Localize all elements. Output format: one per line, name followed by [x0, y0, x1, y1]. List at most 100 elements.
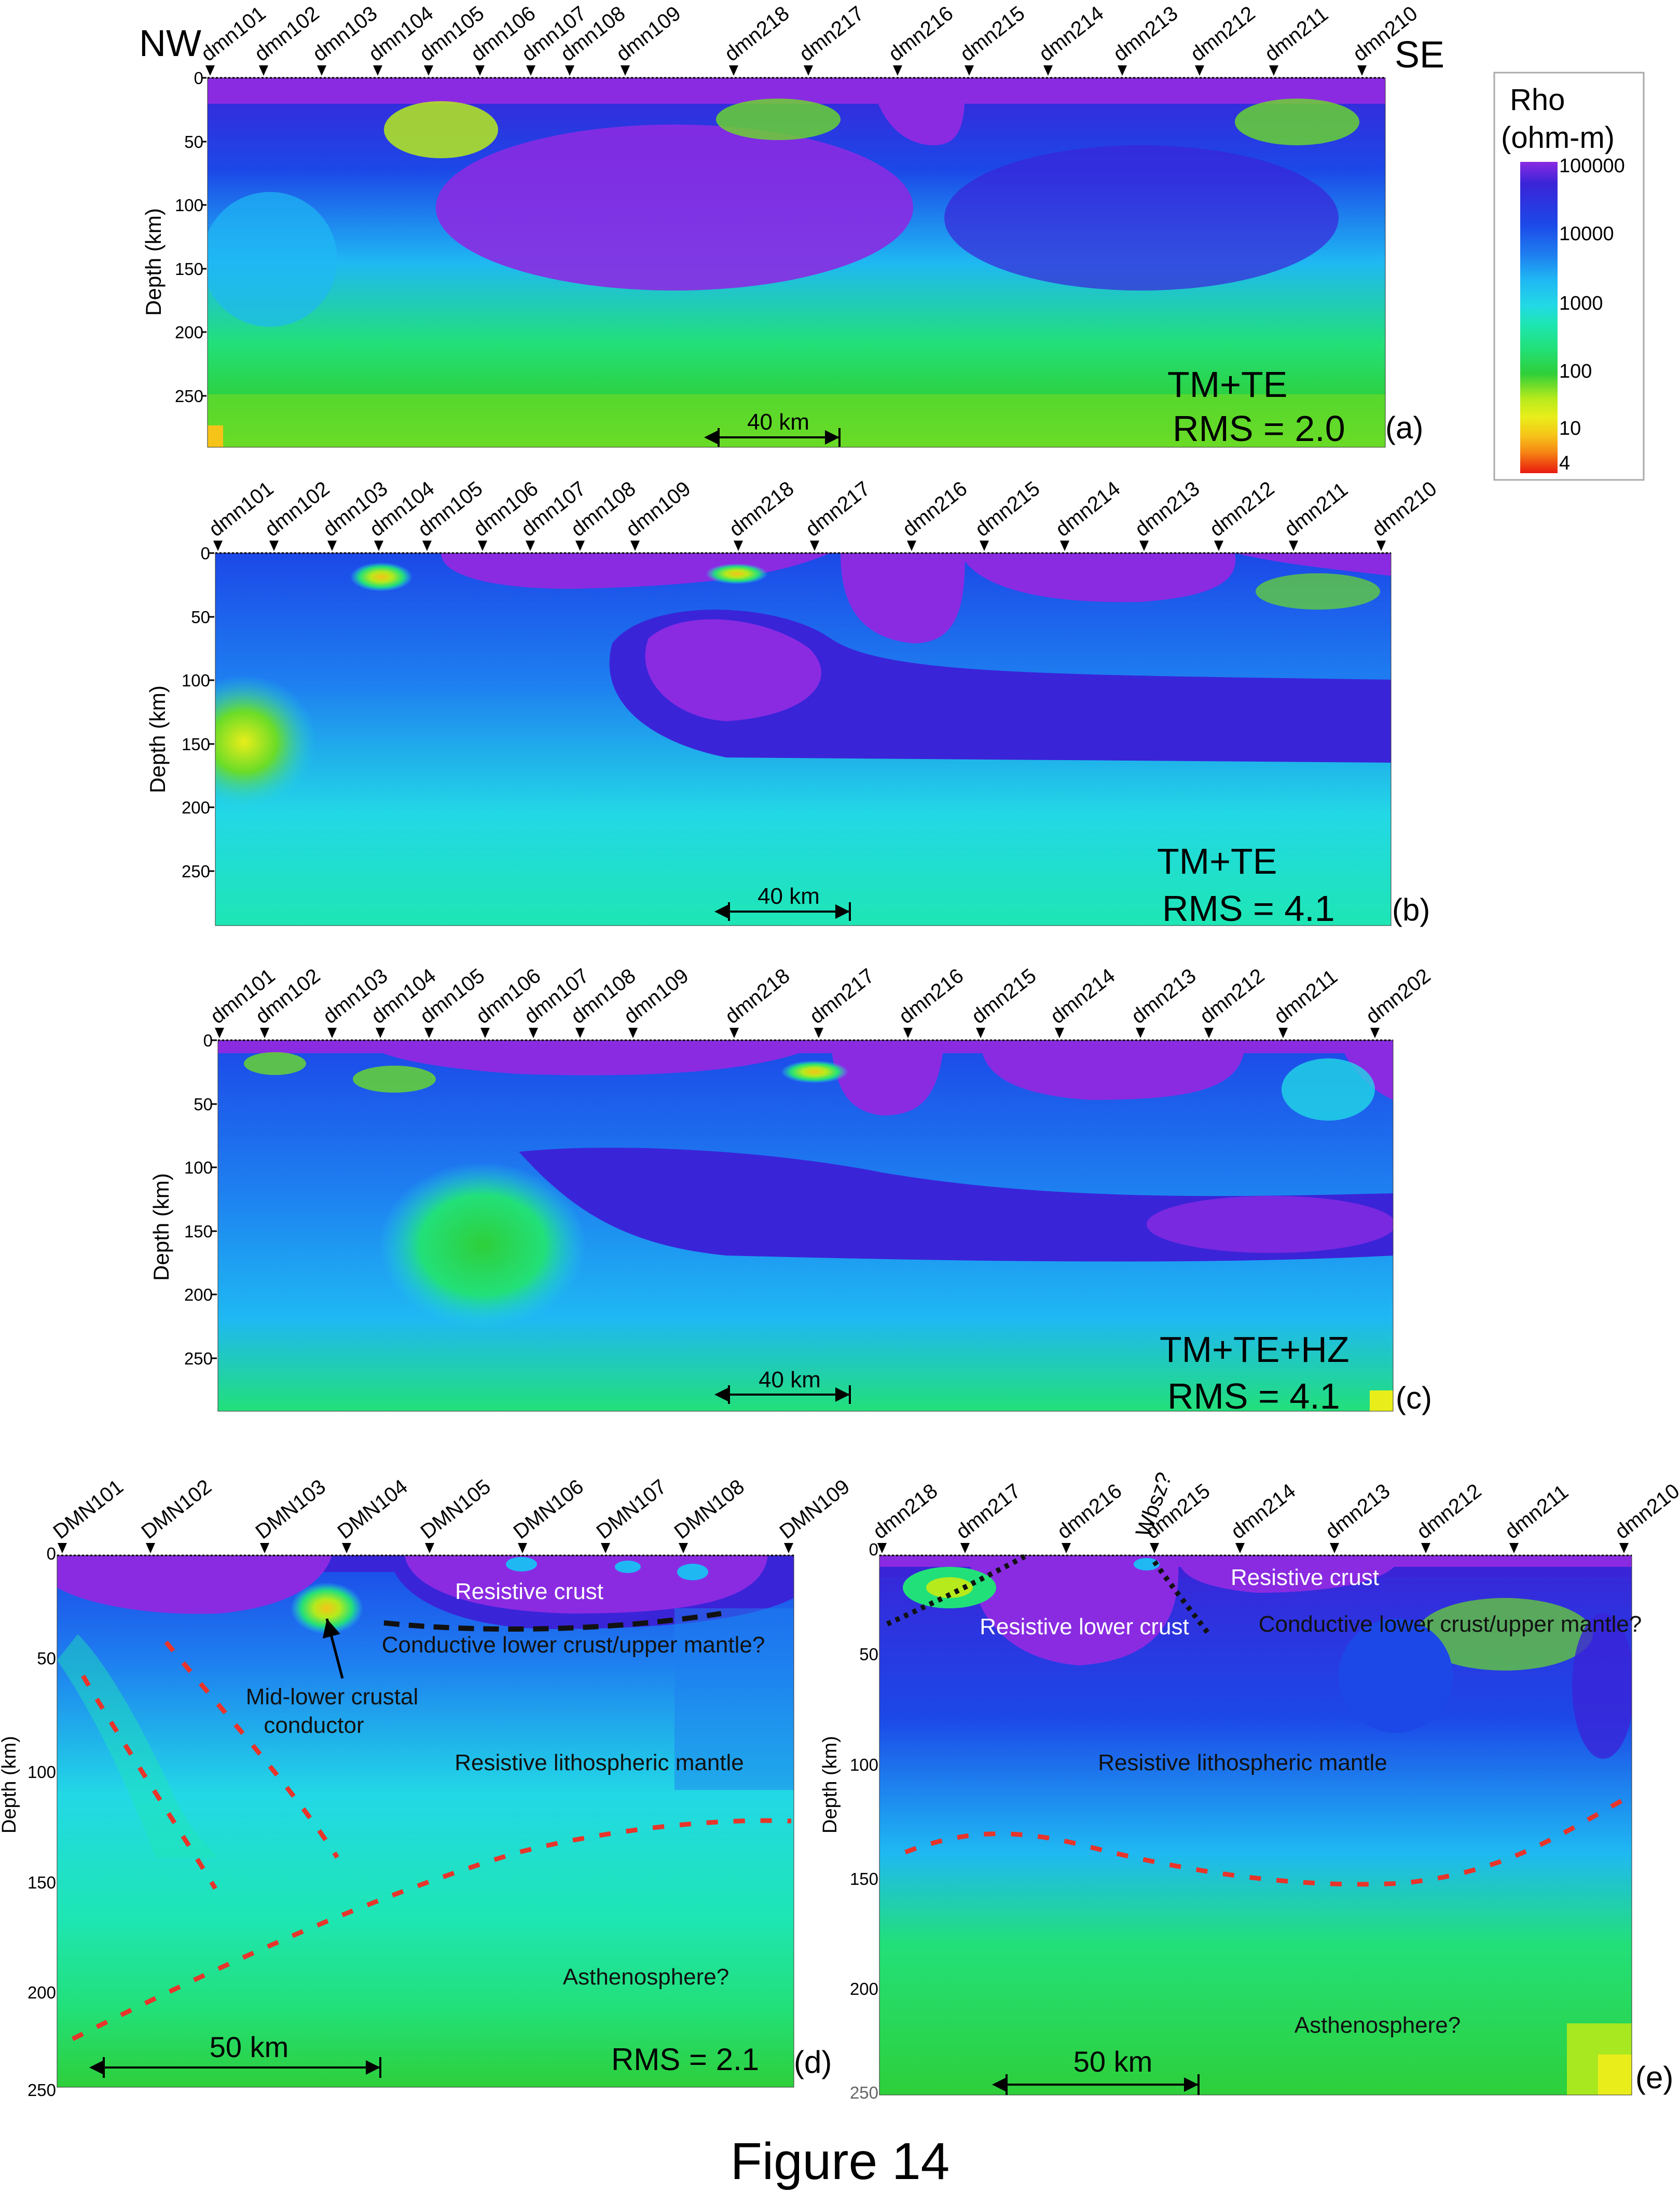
station-marker-icon	[601, 1543, 610, 1553]
panel-d-stations: DMN101 DMN102 DMN103 DMN104 DMN105 DMN106 DMN1…	[49, 1475, 854, 1553]
panel-d-rms: RMS = 2.1	[611, 2042, 759, 2077]
station-label: dmn215	[956, 2, 1029, 66]
station-label: dmn213	[1131, 477, 1204, 541]
y-tick: 150	[175, 259, 203, 279]
station-marker-icon	[1139, 541, 1149, 551]
annotation-asthenosphere: Asthenosphere?	[563, 1964, 729, 1990]
station-marker-icon	[1060, 541, 1069, 551]
station-marker-icon	[374, 541, 383, 551]
legend-title-line1: Rho	[1510, 83, 1565, 117]
station-marker-icon	[475, 65, 485, 76]
annotation-asthenosphere: Asthenosphere?	[1295, 2012, 1461, 2038]
y-tick: 0	[47, 1544, 56, 1563]
station-marker-icon	[1062, 1543, 1071, 1553]
panel-d-y-axis: 0 50 100 150 200 250 Depth (km)	[0, 1544, 56, 2100]
station-label: dmn212	[1195, 964, 1269, 1028]
panel-d-label: (d)	[794, 2045, 832, 2079]
station-label: dmn213	[1321, 1479, 1394, 1543]
station-marker-icon	[1289, 541, 1298, 551]
station-marker-icon	[960, 1543, 970, 1553]
station-label: dmn214	[1051, 477, 1124, 541]
station-label: DMN105	[416, 1475, 494, 1543]
direction-nw-label: NW	[139, 23, 201, 64]
panel-c-resistivity-image	[218, 1040, 1393, 1411]
station-label: dmn210	[1610, 1479, 1680, 1543]
panel-b-mode: TM+TE	[1157, 841, 1277, 881]
resistivity-legend: Rho (ohm-m) 100000 10000 1000 100 10 4	[1493, 72, 1645, 481]
station-marker-icon	[621, 65, 630, 76]
y-tick: 50	[194, 1095, 213, 1114]
y-tick: 250	[850, 2083, 878, 2102]
panel-e-interpretation	[886, 1554, 1633, 1887]
y-tick: 50	[37, 1649, 56, 1668]
station-label: dmn217	[805, 964, 878, 1028]
station-label: DMN106	[509, 1475, 587, 1543]
annotation-lithospheric-mantle: Resistive lithospheric mantle	[455, 1750, 744, 1775]
y-tick: 0	[194, 68, 203, 88]
station-marker-icon	[260, 1028, 269, 1038]
station-label: dmn202	[1361, 964, 1435, 1028]
panel-c-mode: TM+TE+HZ	[1160, 1329, 1349, 1370]
y-tick: 250	[175, 387, 203, 406]
station-marker-icon	[1619, 1543, 1629, 1553]
panel-e-scale-bar: 50 km	[992, 2045, 1200, 2095]
station-label: dmn218	[720, 2, 793, 66]
panel-a-stations: dmn101dmn102dmn103dmn104dmn105dmn106dmn1…	[197, 2, 1422, 76]
station-label: dmn211	[1270, 965, 1342, 1028]
y-tick: 0	[869, 1540, 878, 1559]
y-tick: 150	[184, 1222, 213, 1241]
station-marker-icon	[976, 1028, 985, 1038]
station-marker-icon	[1055, 1028, 1064, 1038]
panel-d: 0 50 100 150 200 250 Depth (km) DMN101 DM…	[0, 1475, 854, 2100]
station-label: dmn215	[967, 964, 1040, 1028]
panel-a-resistivity-image	[208, 78, 1385, 447]
station-marker-icon	[965, 65, 974, 76]
scale-label: 40 km	[747, 409, 809, 435]
station-label: dmn211	[1500, 1480, 1573, 1543]
station-marker-icon	[877, 1543, 887, 1553]
station-marker-icon	[529, 1028, 538, 1038]
y-tick: 200	[850, 1979, 878, 1998]
station-marker-icon	[425, 1543, 434, 1553]
legend-tick: 10000	[1559, 223, 1614, 245]
legend-tick: 10	[1559, 418, 1581, 439]
panel-c-label: (c)	[1396, 1381, 1432, 1415]
scale-label: 40 km	[759, 1367, 821, 1393]
y-tick: 250	[184, 1349, 213, 1368]
panel-c-rms: RMS = 4.1	[1167, 1376, 1340, 1416]
panel-b-label: (b)	[1392, 892, 1430, 927]
station-marker-icon	[1357, 65, 1367, 76]
scale-label: 50 km	[1073, 2045, 1153, 2078]
station-marker-icon	[1204, 1028, 1214, 1038]
panel-b-resistivity-image	[215, 553, 1391, 926]
scale-label: 50 km	[210, 2031, 289, 2063]
panel-b-rms: RMS = 4.1	[1162, 888, 1335, 929]
panel-c-stations: dmn101dmn102dmn103dmn104dmn105dmn106dmn1…	[206, 964, 1435, 1038]
station-marker-icon	[58, 1543, 67, 1553]
y-axis-label: Depth (km)	[141, 208, 166, 316]
station-marker-icon	[327, 541, 337, 551]
station-marker-icon	[1376, 541, 1386, 551]
panel-d-resistivity-image	[57, 1555, 794, 2087]
station-label: dmn216	[1053, 1479, 1126, 1543]
station-label: dmn214	[1035, 2, 1108, 66]
panel-a-mode: TM+TE	[1167, 364, 1287, 405]
station-marker-icon	[373, 65, 382, 76]
station-marker-icon	[734, 541, 743, 551]
station-marker-icon	[1370, 1028, 1380, 1038]
panel-c-y-axis: 0 50 100 150 200 250 Depth (km)	[149, 1031, 217, 1368]
station-marker-icon	[317, 65, 326, 76]
station-marker-icon	[376, 1028, 385, 1038]
station-marker-icon	[1421, 1543, 1430, 1553]
y-tick: 100	[27, 1762, 56, 1782]
legend-tick: 100000	[1559, 155, 1625, 177]
station-label: dmn217	[795, 2, 868, 66]
station-label: dmn212	[1186, 2, 1259, 66]
y-tick: 0	[201, 544, 210, 563]
legend-color-bar	[1520, 162, 1558, 473]
station-marker-icon	[1195, 65, 1204, 76]
station-label: dmn102	[260, 477, 334, 541]
station-label: dmn217	[952, 1479, 1025, 1543]
y-axis-label: Depth (km)	[0, 1736, 20, 1833]
annotation-resistive-crust: Resistive crust	[455, 1579, 603, 1604]
